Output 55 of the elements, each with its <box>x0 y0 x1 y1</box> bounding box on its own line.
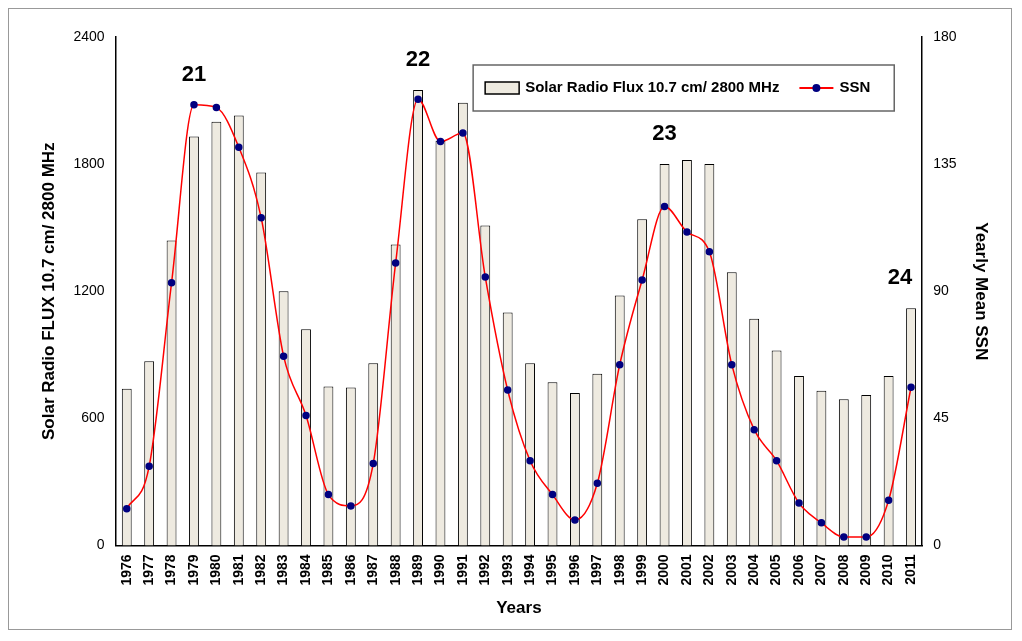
x-tick-label: 2005 <box>767 554 784 586</box>
x-tick-label: 1987 <box>364 554 381 586</box>
annotation: 23 <box>652 120 677 146</box>
x-tick-label: 1992 <box>476 554 493 586</box>
y-tick-label: 1200 <box>73 282 105 299</box>
x-tick-label: 1998 <box>610 554 627 586</box>
y2-tick-label: 45 <box>933 409 950 426</box>
x-tick-label: 1991 <box>453 554 470 586</box>
legend-label: SSN <box>839 78 871 96</box>
y-tick-label: 1800 <box>73 154 105 171</box>
x-tick-label: 1989 <box>408 554 425 586</box>
x-tick-label: 1978 <box>162 554 179 586</box>
annotation: 24 <box>887 264 913 290</box>
x-tick-label: 1980 <box>207 554 224 586</box>
x-tick-label: 1993 <box>498 554 515 586</box>
x-axis-title: Years <box>496 598 542 618</box>
x-tick-label: 1981 <box>229 554 246 586</box>
x-tick-label: 1976 <box>117 554 134 586</box>
annotation: 21 <box>181 60 207 86</box>
x-tick-label: 2011 <box>901 554 918 585</box>
x-tick-label: 1986 <box>341 554 358 586</box>
y2-tick-label: 90 <box>933 282 950 299</box>
x-tick-label: 2009 <box>857 554 874 586</box>
y2-tick-label: 0 <box>933 536 942 553</box>
x-tick-label: 1979 <box>184 554 201 586</box>
x-tick-label: 1999 <box>633 554 649 586</box>
y-tick-label: 0 <box>96 536 105 553</box>
x-tick-label: 2007 <box>812 554 829 586</box>
x-tick-label: 2001 <box>677 554 694 586</box>
x-tick-label: 2002 <box>700 554 717 586</box>
x-tick-label: 1985 <box>319 554 336 586</box>
x-tick-label: 2004 <box>745 554 762 586</box>
annotation: 22 <box>405 46 431 72</box>
x-tick-label: 1983 <box>274 554 291 586</box>
legend-label: Solar Radio Flux 10.7 cm/ 2800 MHz <box>525 78 780 96</box>
x-tick-label: 2003 <box>722 554 739 586</box>
x-tick-label: 2010 <box>879 554 896 586</box>
y2-tick-label: 135 <box>933 154 957 171</box>
x-tick-label: 1984 <box>296 554 313 586</box>
y-axis-title: Solar Radio FLUX 10.7 cm/ 2800 MHz <box>38 142 58 441</box>
x-tick-label: 1995 <box>543 554 560 586</box>
x-tick-label: 1982 <box>252 554 269 586</box>
x-tick-label: 1997 <box>588 554 605 586</box>
x-tick-label: 1996 <box>565 554 582 586</box>
x-tick-label: 2000 <box>655 554 672 586</box>
x-tick-label: 2006 <box>789 554 806 586</box>
x-tick-label: 1990 <box>431 554 448 586</box>
y2-axis-title: Yearly Mean SSN <box>972 222 992 361</box>
y-tick-label: 2400 <box>73 27 105 44</box>
y2-tick-label: 180 <box>933 27 957 44</box>
x-tick-label: 1977 <box>140 554 157 586</box>
x-tick-label: 2008 <box>834 554 851 586</box>
y-tick-label: 600 <box>81 409 105 426</box>
x-tick-label: 1988 <box>386 554 403 586</box>
x-tick-label: 1994 <box>520 554 537 586</box>
